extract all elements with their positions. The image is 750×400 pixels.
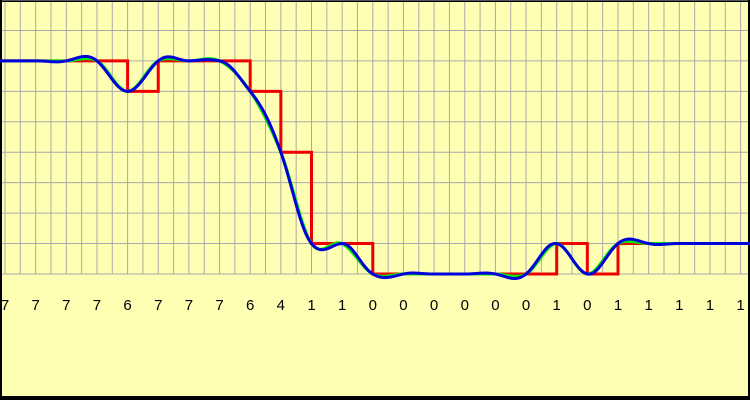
x-tick-label: 1 (338, 297, 346, 314)
x-tick-label: 0 (491, 297, 499, 314)
x-tick-label: 7 (31, 297, 39, 314)
x-tick-label: 7 (93, 297, 101, 314)
x-tick-label: 7 (1, 297, 9, 314)
smooth-curve-blue (0, 54, 750, 281)
x-tick-label: 1 (307, 297, 315, 314)
x-tick-label: 7 (154, 297, 162, 314)
x-tick-label: 7 (62, 297, 70, 314)
x-tick-label: 6 (246, 297, 254, 314)
plot (0, 54, 750, 281)
x-tick-label: 0 (430, 297, 438, 314)
x-tick-label: 1 (553, 297, 561, 314)
x-tick-label: 7 (215, 297, 223, 314)
x-tick-label: 0 (461, 297, 469, 314)
x-tick-label: 1 (675, 297, 683, 314)
x-tick-label: 7 (185, 297, 193, 314)
x-tick-label: 0 (399, 297, 407, 314)
x-tick-label: 1 (644, 297, 652, 314)
x-tick-label: 0 (522, 297, 530, 314)
x-tick-label: 0 (369, 297, 377, 314)
x-tick-label: 0 (583, 297, 591, 314)
x-tick-label: 1 (614, 297, 622, 314)
x-tick-label: 1 (736, 297, 744, 314)
x-tick-label: 4 (277, 297, 285, 314)
x-tick-label: 6 (123, 297, 131, 314)
step-line (0, 59, 750, 276)
x-tick-label: 1 (706, 297, 714, 314)
